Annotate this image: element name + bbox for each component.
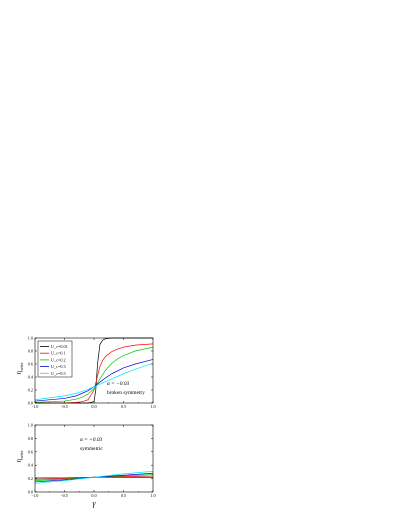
y-tick-label: 0.6 xyxy=(28,449,33,454)
legend-label: U_c=0.1 xyxy=(51,351,66,356)
legend-label: U_c=0.01 xyxy=(51,344,68,349)
series-line-2 xyxy=(35,343,154,404)
y-axis-title: ηorder xyxy=(15,450,24,462)
x-tick-label: 1.0 xyxy=(150,404,155,409)
y-tick-label: 0.0 xyxy=(28,490,33,495)
y-tick-label: 0.2 xyxy=(28,476,33,481)
x-tick-label: -1.0 xyxy=(32,404,39,409)
x-tick-label: 0.0 xyxy=(91,493,96,498)
legend-box xyxy=(37,340,73,378)
chart-panel-1: -1.0 -0.5 0.0 0.5 1.0 0.0 0.2 0.4 0.6 0.8 1.0 ηorde… xyxy=(15,336,156,410)
x-tick-label: 0.0 xyxy=(91,404,96,409)
annotation-alpha: α = −0.03 xyxy=(107,381,130,387)
series-line-4 xyxy=(34,359,154,402)
annotation-regime: broken symmetry xyxy=(107,390,145,396)
x-tick-label: 0.5 xyxy=(121,404,126,409)
y-tick-label: 0.8 xyxy=(28,349,33,354)
y-tick-label: 0.2 xyxy=(28,388,33,393)
x-tick-label: -1.0 xyxy=(32,493,39,498)
y-tick-label: 1.0 xyxy=(28,423,33,428)
x-axis-title: γ xyxy=(92,499,96,508)
y-axis-title: ηorder xyxy=(15,362,24,374)
y-tick-label: 0.4 xyxy=(28,463,34,468)
annotation-regime: symmetric xyxy=(80,446,103,452)
x-tick-label: -0.5 xyxy=(61,493,68,498)
legend-label: U_c=0.3 xyxy=(51,364,66,369)
y-tick-label: 0.4 xyxy=(28,375,34,380)
series-line-5 xyxy=(34,363,154,401)
y-tick-label: 0.8 xyxy=(28,436,33,441)
series-line-3 xyxy=(34,346,154,403)
y-tick-label: 0.6 xyxy=(28,362,33,367)
y-tick-label: 1.0 xyxy=(28,336,33,341)
legend-label: U_c=0.5 xyxy=(51,371,66,376)
x-tick-label: 0.5 xyxy=(121,493,126,498)
legend: U_c=0.01 U_c=0.1U_c=0.2 U_c=0.3 U_c=0.5 xyxy=(37,340,73,378)
x-tick-label: -0.5 xyxy=(61,404,68,409)
annotation-alpha: α = +0.03 xyxy=(80,437,103,443)
legend-label: U_c=0.2 xyxy=(51,357,66,362)
series-line-5 xyxy=(34,470,154,484)
y-tick-label: 0.0 xyxy=(28,401,33,406)
chart-panel-2: -1.0 -0.5 0.0 0.5 1.0 0.0 0.2 0.4 0.6 0.8 1.0 ηorde… xyxy=(15,423,156,509)
x-tick-label: 1.0 xyxy=(150,493,155,498)
